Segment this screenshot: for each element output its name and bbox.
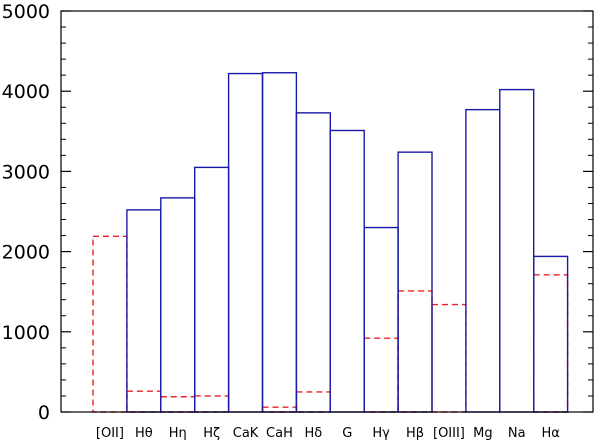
x-tick-label-11: Mg [473, 426, 492, 441]
x-tick-label-7: G [342, 426, 352, 441]
x-tick-label-4: CaK [233, 426, 259, 441]
bar-s2-10 [431, 303, 467, 413]
y-tick-label-5: 5000 [2, 1, 50, 23]
bar-s2-2 [160, 396, 196, 413]
bar-s2-6 [295, 391, 331, 413]
bar-s1-6 [295, 112, 331, 413]
series-1-bars [126, 72, 569, 413]
y-tick-label-0: 0 [38, 402, 50, 424]
x-tick-label-0: [OII] [96, 426, 124, 441]
x-tick-label-10: [OIII] [433, 426, 465, 441]
x-tick-label-5: CaH [266, 426, 293, 441]
bar-s1-13 [533, 255, 569, 413]
bar-s1-7 [329, 129, 365, 413]
bar-s2-1 [126, 390, 162, 413]
x-tick-label-8: Hγ [372, 426, 390, 441]
x-tick-label-3: Hζ [203, 426, 220, 441]
x-tick-label-13: Hα [541, 426, 559, 441]
bar-s1-2 [160, 197, 196, 413]
x-tick-label-9: Hβ [406, 426, 424, 441]
x-axis-labels: [OII] Hθ Hη Hζ CaK CaH Hδ G Hγ Hβ [OIII] Mg Na Hα [96, 426, 560, 441]
bar-s1-12 [499, 88, 535, 413]
y-tick-label-3: 3000 [2, 161, 50, 183]
y-tick-label-2: 2000 [2, 242, 50, 264]
y-tick-label-1: 1000 [2, 322, 50, 344]
bar-s2-3 [193, 395, 230, 413]
plot-frame [60, 10, 594, 413]
y-axis-ticks: 0 1000 2000 3000 4000 5000 [2, 1, 593, 424]
x-tick-label-1: Hθ [135, 426, 153, 441]
x-tick-label-2: Hη [169, 426, 187, 441]
y-tick-label-4: 4000 [2, 81, 50, 103]
bar-s1-3 [193, 166, 230, 413]
bar-s1-5 [261, 72, 298, 413]
bar-s2-0 [92, 235, 128, 413]
bar-s1-8 [363, 226, 399, 413]
bar-s2-5 [261, 406, 298, 413]
bar-s1-9 [397, 151, 433, 413]
bar-s2-13 [533, 274, 569, 413]
x-tick-label-12: Na [508, 426, 526, 441]
bar-s1-11 [465, 108, 501, 413]
x-tick-label-6: Hδ [304, 426, 322, 441]
bar-s2-9 [397, 290, 433, 413]
bar-s1-4 [227, 72, 264, 413]
bar-s1-1 [126, 209, 162, 413]
bar-s2-8 [363, 337, 399, 413]
